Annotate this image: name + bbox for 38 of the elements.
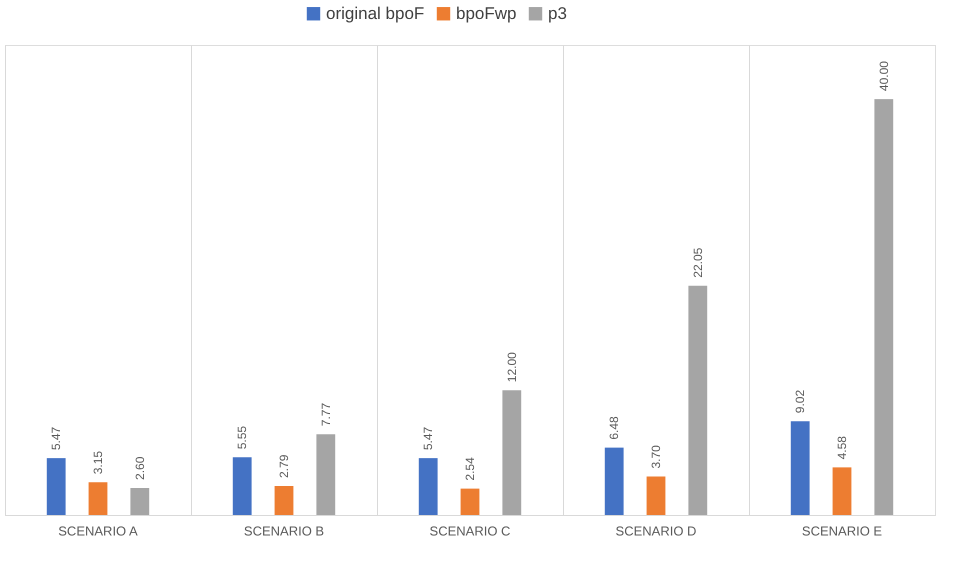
data-label: 5.47: [421, 426, 436, 450]
data-label: 3.70: [649, 444, 663, 469]
x-tick-label: SCENARIO C: [430, 524, 510, 538]
data-label: 3.15: [91, 450, 105, 474]
bar: [502, 390, 522, 515]
bar: [316, 434, 336, 515]
bar: [274, 486, 294, 515]
data-label: 9.02: [793, 390, 808, 414]
data-label: 5.55: [235, 426, 250, 450]
data-label: 6.48: [607, 416, 622, 440]
x-tick-label: SCENARIO D: [616, 524, 696, 538]
data-label: 5.47: [49, 426, 64, 450]
bar: [790, 421, 810, 515]
data-label: 4.58: [835, 436, 849, 460]
bar: [88, 482, 108, 515]
bar: [232, 457, 252, 515]
bar: [418, 458, 438, 515]
bar: [688, 286, 708, 515]
data-label: 12.00: [504, 352, 519, 382]
data-label: 7.77: [318, 402, 333, 426]
x-tick-label: SCENARIO A: [58, 524, 138, 538]
bar: [46, 458, 66, 515]
legend-label: p3: [548, 4, 567, 23]
x-tick-label: SCENARIO E: [802, 524, 882, 538]
x-tick-label: SCENARIO B: [244, 524, 324, 538]
data-label: 2.60: [132, 456, 147, 480]
bar: [874, 99, 894, 515]
data-label: 40.00: [876, 60, 891, 92]
bar: [832, 467, 852, 515]
legend-label: original bpoF: [326, 4, 424, 23]
bar: [130, 488, 150, 515]
bar: [646, 476, 666, 515]
data-label: 22.05: [690, 247, 705, 278]
bar: [604, 448, 624, 515]
legend-label: bpoFwp: [456, 4, 516, 23]
bar: [460, 488, 480, 515]
data-label: 2.54: [463, 456, 477, 481]
data-label: 2.79: [277, 454, 291, 478]
